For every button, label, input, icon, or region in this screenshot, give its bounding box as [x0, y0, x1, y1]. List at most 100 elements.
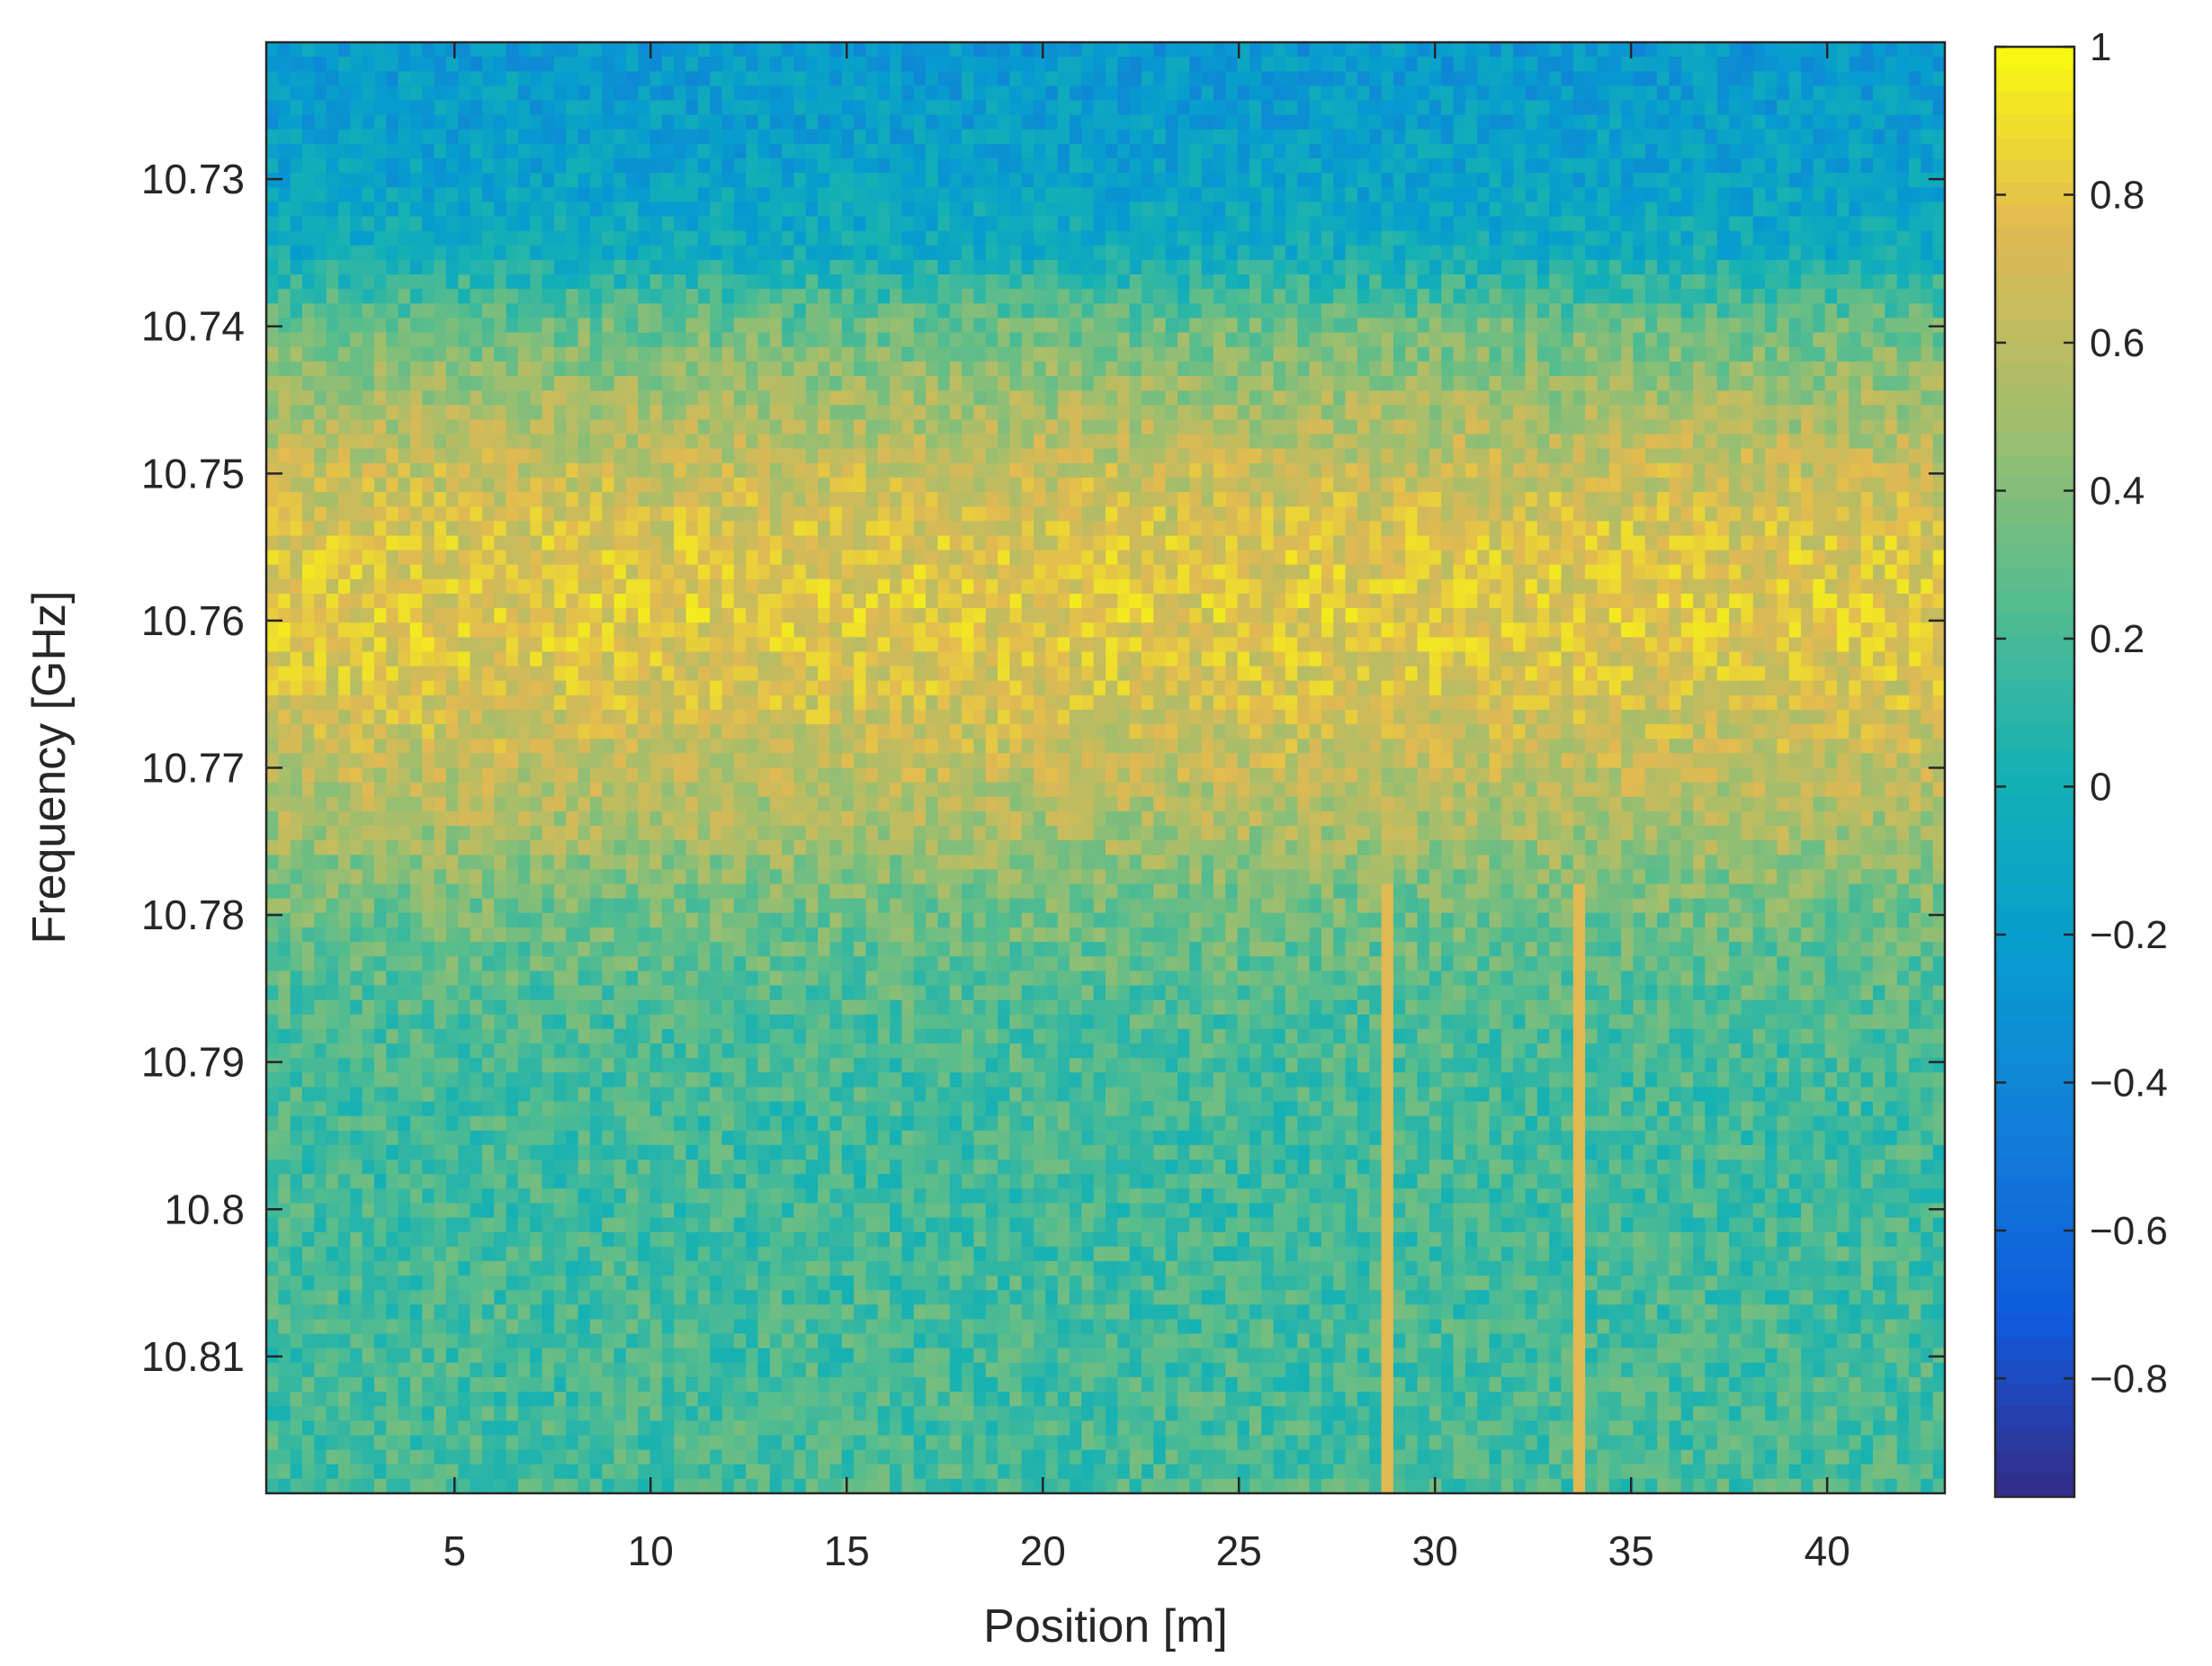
heatmap-cell — [1057, 405, 1070, 420]
heatmap-cell — [1932, 332, 1945, 348]
heatmap-cell — [1873, 390, 1885, 406]
heatmap-cell — [1765, 521, 1778, 537]
heatmap-cell — [1765, 375, 1778, 391]
heatmap-cell — [398, 289, 411, 304]
heatmap-cell — [1165, 259, 1178, 275]
heatmap-cell — [409, 216, 423, 232]
heatmap-cell — [1477, 259, 1491, 275]
heatmap-cell — [710, 434, 723, 450]
heatmap-cell — [1273, 462, 1286, 479]
heatmap-cell — [674, 187, 687, 203]
heatmap-cell — [746, 129, 759, 145]
heatmap-cell — [350, 57, 363, 72]
heatmap-cell — [314, 303, 327, 319]
heatmap-cell — [1165, 173, 1178, 188]
heatmap-cell — [1716, 434, 1730, 450]
heatmap-cell — [589, 448, 603, 464]
heatmap-cell — [1201, 187, 1214, 203]
heatmap-cell — [649, 521, 663, 537]
heatmap-cell — [290, 492, 303, 507]
heatmap-cell — [1693, 245, 1706, 261]
heatmap-cell — [1225, 57, 1239, 72]
heatmap-cell — [1549, 100, 1563, 116]
heatmap-cell — [1513, 71, 1527, 86]
heatmap-cell — [1057, 202, 1070, 218]
heatmap-cell — [494, 535, 507, 551]
heatmap-cell — [1896, 318, 1910, 334]
heatmap-cell — [841, 535, 855, 551]
heatmap-cell — [1513, 375, 1527, 391]
heatmap-cell — [757, 303, 771, 319]
heatmap-cell — [1621, 390, 1634, 406]
heatmap-cell — [1441, 303, 1455, 319]
heatmap-cell — [1680, 129, 1694, 145]
heatmap-cell — [661, 506, 675, 522]
heatmap-cell — [1921, 346, 1934, 363]
heatmap-cell — [1261, 259, 1275, 275]
heatmap-cell — [854, 448, 867, 464]
heatmap-cell — [1873, 129, 1885, 145]
heatmap-cell — [589, 419, 603, 435]
heatmap-cell — [373, 202, 387, 218]
heatmap-cell — [434, 85, 447, 102]
heatmap-cell — [470, 506, 483, 522]
heatmap-cell — [1213, 390, 1226, 406]
heatmap-cell — [1813, 129, 1826, 145]
heatmap-cell — [266, 462, 279, 479]
heatmap-cell — [1608, 71, 1622, 86]
heatmap-cell — [422, 259, 435, 275]
heatmap-cell — [1357, 390, 1370, 406]
heatmap-cell — [1057, 477, 1070, 493]
heatmap-cell — [1165, 419, 1178, 435]
heatmap-cell — [1273, 114, 1286, 130]
heatmap-cell — [1285, 535, 1298, 551]
heatmap-cell — [625, 158, 639, 174]
heatmap-cell — [757, 57, 771, 72]
heatmap-cell — [733, 230, 747, 246]
heatmap-cell — [1249, 245, 1262, 261]
heatmap-cell — [638, 434, 651, 450]
heatmap-cell — [1381, 361, 1394, 377]
heatmap-cell — [1249, 419, 1262, 435]
heatmap-cell — [578, 506, 591, 522]
heatmap-cell — [757, 259, 771, 275]
heatmap-cell — [1237, 245, 1250, 261]
heatmap-cell — [1153, 85, 1167, 102]
heatmap-cell — [998, 462, 1010, 479]
heatmap-cell — [1333, 42, 1347, 58]
heatmap-cell — [769, 390, 783, 406]
heatmap-cell — [1644, 419, 1658, 435]
heatmap-cell — [937, 114, 951, 130]
heatmap-cell — [1405, 434, 1419, 450]
heatmap-cell — [854, 158, 867, 174]
heatmap-cell — [266, 492, 279, 507]
heatmap-cell — [1189, 245, 1203, 261]
heatmap-cell — [422, 100, 435, 116]
heatmap-cell — [578, 448, 591, 464]
heatmap-cell — [805, 245, 819, 261]
heatmap-cell — [793, 419, 807, 435]
heatmap-cell — [1093, 477, 1106, 493]
heatmap-cell — [1597, 158, 1610, 174]
heatmap-cell — [1885, 535, 1898, 551]
heatmap-cell — [566, 448, 579, 464]
heatmap-cell — [1213, 245, 1226, 261]
heatmap-cell — [877, 245, 891, 261]
heatmap-cell — [649, 506, 663, 522]
heatmap-cell — [721, 230, 735, 246]
heatmap-cell — [1585, 535, 1599, 551]
heatmap-cell — [409, 318, 423, 334]
heatmap-cell — [1549, 158, 1563, 174]
heatmap-cell — [926, 550, 938, 566]
heatmap-cell — [1106, 289, 1118, 304]
heatmap-cell — [398, 332, 411, 348]
heatmap-cell — [1837, 274, 1849, 290]
heatmap-cell — [1777, 42, 1790, 58]
heatmap-cell — [877, 506, 891, 522]
heatmap-cell — [1885, 274, 1898, 290]
heatmap-cell — [278, 259, 291, 275]
heatmap-cell — [506, 535, 519, 551]
heatmap-cell — [445, 535, 459, 551]
heatmap-cell — [1561, 506, 1574, 522]
heatmap-cell — [1177, 492, 1190, 507]
